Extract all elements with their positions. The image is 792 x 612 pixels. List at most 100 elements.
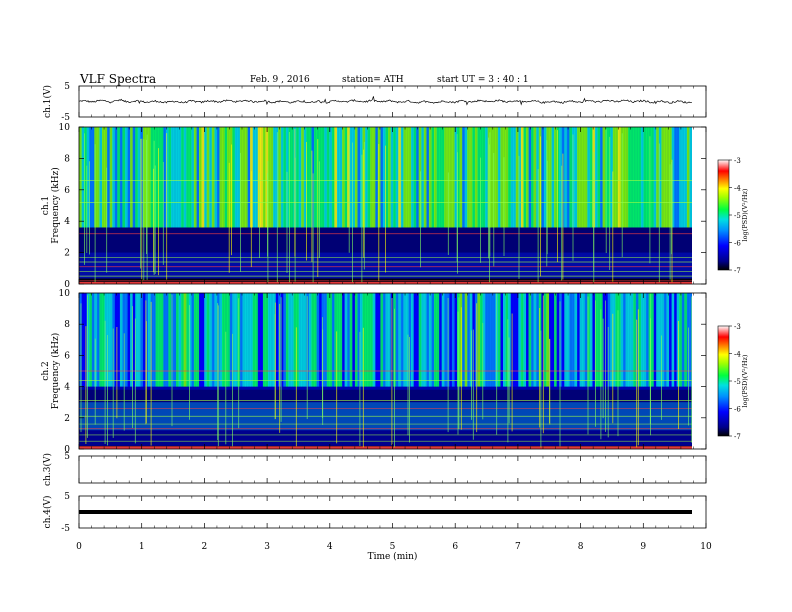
ch2-spectrogram-column <box>349 293 353 387</box>
ch2-spectrogram-column <box>513 293 517 387</box>
ch1-spectrogram-column <box>528 127 532 228</box>
ch1-ytick-label: -5 <box>61 113 70 123</box>
ch2-spectrogram-column <box>181 293 185 387</box>
ch2-colorbar-tick-label: -4 <box>734 351 741 359</box>
ch1-spectrogram-column <box>372 127 376 228</box>
ch2-spectrogram-column <box>635 293 639 387</box>
ch1-spectrogram-column <box>280 127 284 228</box>
ch2-spectrogram-column <box>518 293 522 387</box>
ch1-colorbar-scale <box>717 159 730 271</box>
ch1-spectrogram-column <box>342 127 346 228</box>
ch2-spectrogram-column <box>472 293 476 387</box>
ch1-spectrogram-column <box>375 127 379 228</box>
ch2-spectrogram-column <box>538 293 542 387</box>
ch1-spectrogram-column <box>666 127 670 228</box>
ch1-spectrogram-column <box>168 127 172 228</box>
ch1-spectrogram-column <box>216 127 220 228</box>
ch1-spectrogram-baseline-band <box>79 282 692 285</box>
ch1-spectrogram-column <box>367 127 371 228</box>
ch2-spectrogram-column <box>354 293 358 387</box>
ch2-spectrogram-column <box>663 293 667 387</box>
ch2-spectrogram-column <box>630 293 634 387</box>
ch1-colorbar-tick-label: -3 <box>734 157 741 165</box>
ch4-ylabel-line: ch.4(V) <box>42 496 53 529</box>
ch2-spectrogram-column <box>643 293 647 387</box>
ch1-spectrogram-column <box>633 127 637 228</box>
ch2-spectrogram-column <box>280 293 284 387</box>
ch1-spectrogram-column <box>201 127 205 228</box>
ch2-spectrogram-column <box>564 293 568 387</box>
ch1-spectrogram-column <box>237 127 241 228</box>
ch2-spectrogram-baseline-band <box>79 447 692 450</box>
ch2-spectrogram-column <box>572 293 575 387</box>
ch2-spectrogram-column <box>492 293 496 387</box>
ch2-spectrogram-column <box>308 293 312 387</box>
ch2-spectrogram-column <box>125 293 128 387</box>
ch2-spectrogram-column <box>204 293 208 387</box>
ch2-spectrogram-column <box>600 293 603 387</box>
ch1-spectrogram-column <box>347 127 351 228</box>
ch2-colorbar: -3 -4 -5 -6 -7 log(PSD)(V²/Hz) <box>717 323 749 441</box>
ch2-spectrogram-ylabel: ch.2Frequency (kHz) <box>41 333 61 410</box>
ch1-spectrogram-column <box>255 127 259 228</box>
ch1-spectrogram-column <box>472 127 476 228</box>
ch2-spectrogram-column <box>367 293 371 387</box>
ch1-spectrogram-column <box>408 127 412 228</box>
ch2-spectrogram-column <box>515 293 519 387</box>
ch1-colorbar-tick-label: -4 <box>734 185 741 193</box>
ch1-spectrogram-column <box>403 127 407 228</box>
ch2-colorbar-tick-label: -3 <box>734 323 741 331</box>
ch2-spectrogram-column <box>620 293 624 387</box>
ch2-spectrogram-column <box>561 293 565 387</box>
ch2-spectrogram-column <box>132 293 136 387</box>
ch1-spectrogram-column <box>176 127 180 228</box>
ch2-spectrogram-column <box>142 293 146 387</box>
ch2-spectrogram-column <box>270 293 274 387</box>
ch2-spectrogram-column <box>551 293 555 387</box>
ch2-spectrogram-column <box>441 293 445 387</box>
ch1-spectrogram-column <box>395 127 399 228</box>
ch2-spectrogram-column <box>610 293 614 387</box>
ch1-spectrogram-column <box>339 127 343 228</box>
ch1-spectrogram-column <box>533 127 537 228</box>
ch1-spectrogram-column <box>551 127 555 228</box>
ch1-spectrogram-column <box>291 127 294 228</box>
time-tick-label: 6 <box>452 542 458 552</box>
time-tick-label: 8 <box>578 542 584 552</box>
ch1-spectrogram-column <box>643 127 647 228</box>
ch2-spectrogram-column <box>352 293 356 387</box>
ch1-spectrogram-column <box>107 127 111 228</box>
ch2-spectrogram-column <box>288 293 292 387</box>
ch1-spectrogram-column <box>428 127 432 228</box>
ch2-spectrogram-column <box>523 293 527 387</box>
ch1-spectrogram-band <box>79 278 692 284</box>
ch1-spectrogram-column <box>268 127 271 228</box>
ch1-spectrogram-column <box>308 127 312 228</box>
ch1-spectrogram-column <box>564 127 568 228</box>
time-axis-label: Time (min) <box>368 551 418 562</box>
ch2-spectrogram-panel: 0 2 4 6 8 10 ch.2Frequency (kHz) <box>41 289 707 455</box>
ch2-spectrogram-column <box>528 293 532 387</box>
ch2-spectrogram-ytick-label: 6 <box>64 351 70 361</box>
ch1-spectrogram-column <box>130 127 134 228</box>
ch1-spectrogram-column <box>454 127 458 228</box>
ch2-spectrogram-column <box>612 293 616 387</box>
ch2-spectrogram-column <box>137 293 141 387</box>
ch2-spectrogram-column <box>316 293 320 387</box>
chart-title: VLF Spectra <box>80 72 157 86</box>
ch1-spectrogram-column <box>321 127 325 228</box>
ch1-spectrogram-column <box>165 127 169 228</box>
ch1-spectrogram-column <box>326 127 330 228</box>
ch2-spectrogram-column <box>505 293 509 387</box>
ch1-spectrogram-column <box>135 127 139 228</box>
ch1-spectrogram-column <box>400 127 404 228</box>
ch1-spectrogram-column <box>457 127 460 228</box>
ch2-spectrogram-ylabel-line: ch.2 <box>41 361 51 380</box>
time-tick-label: 7 <box>515 542 521 552</box>
ch1-spectrogram-column <box>505 127 509 228</box>
ch2-spectrogram-column <box>191 293 195 387</box>
ch2-spectrogram-column <box>89 293 93 387</box>
ch2-spectrogram-column <box>245 293 248 387</box>
ch1-spectrogram-column <box>477 127 481 228</box>
ch2-spectrogram-column <box>219 293 223 387</box>
